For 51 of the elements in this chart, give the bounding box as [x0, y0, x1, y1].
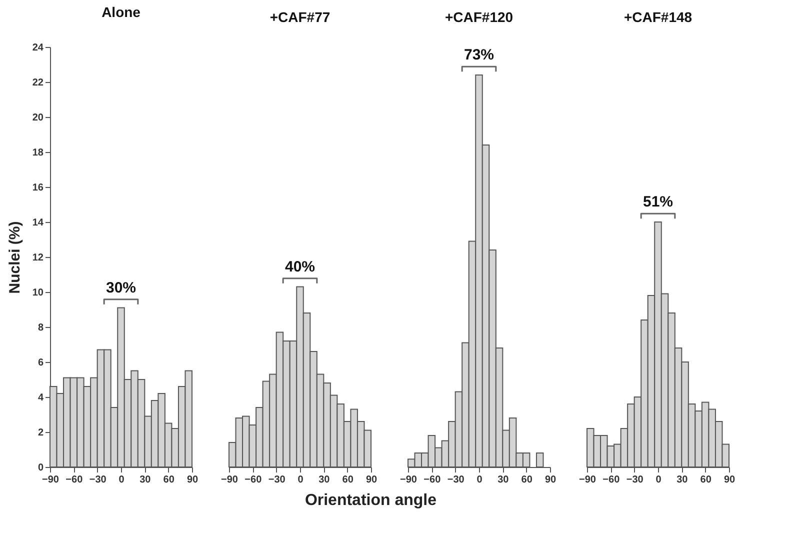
x-tick-label: 0	[476, 474, 483, 486]
y-tick-label: 12	[32, 252, 44, 264]
y-tick-label: 22	[32, 78, 44, 88]
x-tick-label: −30	[268, 474, 286, 486]
x-tick-label: −60	[602, 474, 620, 486]
y-tick-label: 14	[32, 218, 44, 228]
annotation: 40%	[284, 258, 316, 276]
x-tick-label: −60	[424, 474, 442, 486]
x-axis-title: Orientation angle	[304, 492, 437, 509]
x-tick-label: 30	[676, 474, 688, 486]
annotation: 51%	[642, 194, 674, 211]
chart-title: +CAF#148	[624, 9, 692, 25]
y-tick-label: 8	[38, 322, 44, 334]
y-tick-label: 10	[32, 288, 44, 298]
y-tick-label: 6	[38, 358, 44, 368]
chart-title: +CAF#120	[444, 9, 514, 25]
x-tick-label: 30	[140, 474, 152, 486]
x-tick-label: 0	[298, 474, 304, 486]
x-tick-label: 60	[521, 474, 533, 486]
x-tick-label: −30	[447, 474, 465, 486]
x-tick-label: 90	[544, 474, 556, 486]
x-tick-label: 90	[186, 474, 198, 486]
x-tick-label: 30	[318, 474, 330, 486]
x-tick-label: −90	[400, 474, 418, 486]
x-tick-label: 90	[366, 474, 378, 486]
x-tick-label: 0	[656, 474, 662, 486]
x-tick-label: −90	[579, 474, 596, 486]
x-tick-label: −90	[221, 474, 238, 486]
y-tick-label: 16	[32, 182, 44, 194]
x-tick-label: −60	[66, 474, 84, 486]
y-tick-label: 4	[38, 392, 44, 404]
y-tick-label: 20	[32, 112, 44, 124]
x-tick-label: −30	[89, 474, 107, 486]
x-tick-label: −30	[626, 474, 644, 486]
annotation: 73%	[464, 46, 494, 64]
x-tick-label: −60	[244, 474, 262, 486]
y-tick-label: 24	[32, 42, 44, 54]
x-tick-label: 60	[342, 474, 354, 486]
x-tick-label: 90	[724, 474, 736, 486]
x-tick-label: 60	[163, 474, 175, 486]
y-tick-label: 18	[32, 148, 44, 158]
x-tick-label: 60	[700, 474, 712, 486]
chart-title: Alone	[102, 4, 141, 20]
x-tick-label: 30	[498, 474, 510, 486]
chart-title: +CAF#77	[270, 9, 330, 25]
y-axis-title: Nuclei (%)	[6, 221, 24, 294]
y-tick-label: 2	[38, 428, 44, 438]
annotation: 30%	[106, 279, 136, 296]
x-tick-label: 0	[118, 474, 125, 486]
y-tick-label: 0	[38, 462, 44, 474]
x-tick-label: −90	[42, 474, 60, 486]
